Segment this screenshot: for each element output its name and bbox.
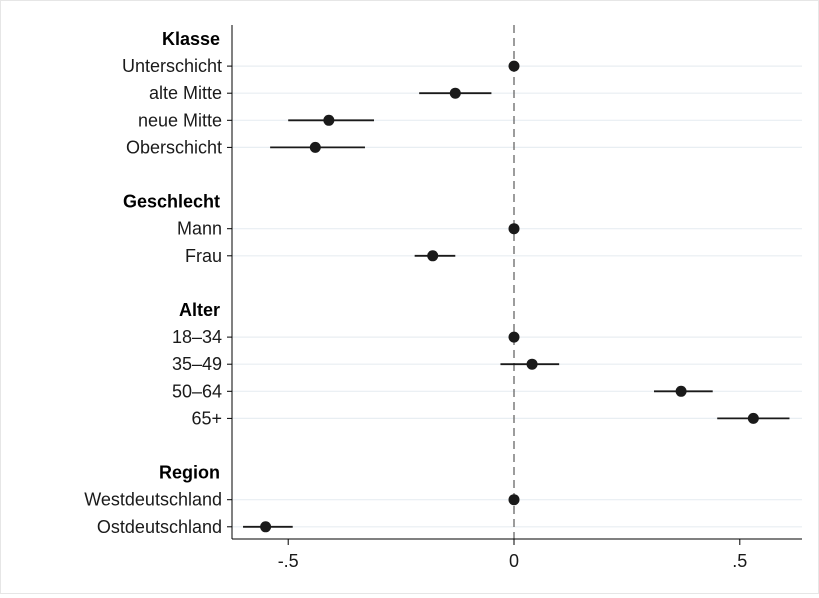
- row-label: neue Mitte: [138, 110, 222, 130]
- estimate-point: [260, 521, 272, 533]
- x-tick-label: 0: [509, 551, 519, 571]
- row-label: Mann: [177, 219, 222, 239]
- row-label: 65+: [191, 408, 222, 428]
- x-ticks: -.5 0 .5: [278, 539, 747, 571]
- estimate-point: [508, 331, 520, 343]
- x-tick-label: -.5: [278, 551, 299, 571]
- row-label: Oberschicht: [126, 137, 222, 157]
- row-label: Ostdeutschland: [97, 517, 222, 537]
- x-tick-label: .5: [732, 551, 747, 571]
- row-label: Westdeutschland: [84, 490, 222, 510]
- row-label: alte Mitte: [149, 83, 222, 103]
- estimate-point: [449, 87, 461, 99]
- estimate-point: [508, 60, 520, 72]
- gridlines: [232, 65, 802, 528]
- estimate-point: [309, 141, 321, 153]
- group-header: Geschlecht: [123, 192, 220, 212]
- group-header: Klasse: [162, 29, 220, 49]
- estimate-point: [508, 223, 520, 235]
- row-label: 35–49: [172, 354, 222, 374]
- row-label: 50–64: [172, 381, 222, 401]
- estimate-point: [427, 250, 439, 262]
- estimate-point: [747, 412, 759, 424]
- row-labels: Klasse Unterschicht alte Mitte neue Mitte Ob…: [84, 29, 222, 537]
- estimates: [243, 60, 790, 533]
- row-label: 18–34: [172, 327, 222, 347]
- axes: [227, 25, 802, 540]
- group-header: Alter: [179, 300, 220, 320]
- row-label: Frau: [185, 246, 222, 266]
- estimate-point: [675, 385, 687, 397]
- row-label: Unterschicht: [122, 56, 222, 76]
- estimate-point: [508, 494, 520, 506]
- estimate-point: [323, 114, 335, 126]
- estimate-point: [526, 358, 538, 370]
- group-header: Region: [159, 463, 220, 483]
